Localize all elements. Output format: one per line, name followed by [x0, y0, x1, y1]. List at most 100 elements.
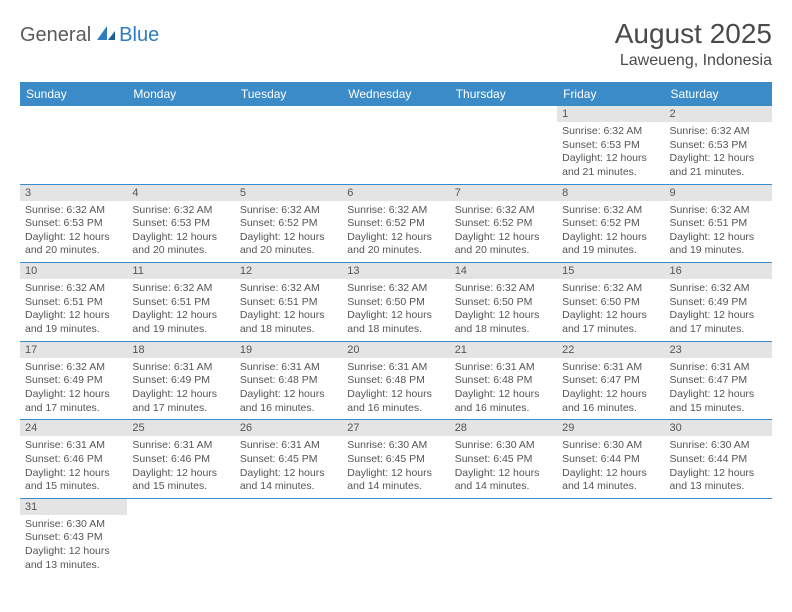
sunrise-text: Sunrise: 6:31 AM: [132, 439, 229, 453]
sunrise-text: Sunrise: 6:30 AM: [25, 518, 122, 532]
sunset-text: Sunset: 6:45 PM: [240, 453, 337, 467]
day-number: 23: [665, 342, 772, 358]
title-block: August 2025 Laweueng, Indonesia: [615, 18, 772, 70]
day-number: 13: [342, 263, 449, 279]
daylight-text: Daylight: 12 hours and 17 minutes.: [562, 309, 659, 336]
day-details: Sunrise: 6:31 AMSunset: 6:47 PMDaylight:…: [665, 358, 772, 420]
day-number: [557, 499, 664, 515]
sunset-text: Sunset: 6:51 PM: [25, 296, 122, 310]
sunset-text: Sunset: 6:49 PM: [25, 374, 122, 388]
daylight-text: Daylight: 12 hours and 17 minutes.: [670, 309, 767, 336]
calendar-day-cell: 22Sunrise: 6:31 AMSunset: 6:47 PMDayligh…: [557, 341, 664, 420]
calendar-day-cell: 2Sunrise: 6:32 AMSunset: 6:53 PMDaylight…: [665, 106, 772, 184]
calendar-day-cell: 25Sunrise: 6:31 AMSunset: 6:46 PMDayligh…: [127, 420, 234, 499]
calendar-week-row: 10Sunrise: 6:32 AMSunset: 6:51 PMDayligh…: [20, 263, 772, 342]
day-number: 1: [557, 106, 664, 122]
calendar-day-cell: 6Sunrise: 6:32 AMSunset: 6:52 PMDaylight…: [342, 184, 449, 263]
calendar-day-cell: [235, 498, 342, 576]
daylight-text: Daylight: 12 hours and 20 minutes.: [455, 231, 552, 258]
calendar-day-cell: 17Sunrise: 6:32 AMSunset: 6:49 PMDayligh…: [20, 341, 127, 420]
calendar-week-row: 31Sunrise: 6:30 AMSunset: 6:43 PMDayligh…: [20, 498, 772, 576]
day-details: Sunrise: 6:32 AMSunset: 6:50 PMDaylight:…: [342, 279, 449, 341]
calendar-day-cell: 31Sunrise: 6:30 AMSunset: 6:43 PMDayligh…: [20, 498, 127, 576]
sunrise-text: Sunrise: 6:31 AM: [240, 361, 337, 375]
day-number: [20, 106, 127, 122]
calendar-week-row: 17Sunrise: 6:32 AMSunset: 6:49 PMDayligh…: [20, 341, 772, 420]
sunrise-text: Sunrise: 6:31 AM: [562, 361, 659, 375]
calendar-day-cell: 28Sunrise: 6:30 AMSunset: 6:45 PMDayligh…: [450, 420, 557, 499]
calendar-day-cell: 29Sunrise: 6:30 AMSunset: 6:44 PMDayligh…: [557, 420, 664, 499]
daylight-text: Daylight: 12 hours and 20 minutes.: [347, 231, 444, 258]
daylight-text: Daylight: 12 hours and 14 minutes.: [347, 467, 444, 494]
day-details: Sunrise: 6:31 AMSunset: 6:45 PMDaylight:…: [235, 436, 342, 498]
daylight-text: Daylight: 12 hours and 14 minutes.: [240, 467, 337, 494]
calendar-week-row: 3Sunrise: 6:32 AMSunset: 6:53 PMDaylight…: [20, 184, 772, 263]
sunset-text: Sunset: 6:46 PM: [132, 453, 229, 467]
sunset-text: Sunset: 6:52 PM: [455, 217, 552, 231]
calendar-day-cell: 16Sunrise: 6:32 AMSunset: 6:49 PMDayligh…: [665, 263, 772, 342]
header: General Blue August 2025 Laweueng, Indon…: [20, 18, 772, 70]
day-number: 27: [342, 420, 449, 436]
sunset-text: Sunset: 6:49 PM: [132, 374, 229, 388]
daylight-text: Daylight: 12 hours and 20 minutes.: [240, 231, 337, 258]
day-number: [450, 499, 557, 515]
day-details: Sunrise: 6:32 AMSunset: 6:49 PMDaylight:…: [20, 358, 127, 420]
sunset-text: Sunset: 6:50 PM: [562, 296, 659, 310]
sunrise-text: Sunrise: 6:32 AM: [347, 282, 444, 296]
sunrise-text: Sunrise: 6:31 AM: [240, 439, 337, 453]
sunrise-text: Sunrise: 6:32 AM: [347, 204, 444, 218]
day-number: [342, 106, 449, 122]
daylight-text: Daylight: 12 hours and 13 minutes.: [670, 467, 767, 494]
day-details: Sunrise: 6:31 AMSunset: 6:48 PMDaylight:…: [235, 358, 342, 420]
sunrise-text: Sunrise: 6:30 AM: [455, 439, 552, 453]
day-number: [450, 106, 557, 122]
day-details: Sunrise: 6:32 AMSunset: 6:52 PMDaylight:…: [235, 201, 342, 263]
weekday-header: Friday: [557, 82, 664, 106]
calendar-day-cell: 15Sunrise: 6:32 AMSunset: 6:50 PMDayligh…: [557, 263, 664, 342]
logo-sail-icon: [95, 24, 117, 47]
day-number: 15: [557, 263, 664, 279]
sunset-text: Sunset: 6:48 PM: [347, 374, 444, 388]
day-number: 2: [665, 106, 772, 122]
day-number: 20: [342, 342, 449, 358]
sunset-text: Sunset: 6:47 PM: [562, 374, 659, 388]
logo-text-blue: Blue: [119, 24, 159, 47]
day-details: Sunrise: 6:32 AMSunset: 6:50 PMDaylight:…: [557, 279, 664, 341]
sunrise-text: Sunrise: 6:32 AM: [455, 282, 552, 296]
sunrise-text: Sunrise: 6:32 AM: [670, 125, 767, 139]
weekday-header: Thursday: [450, 82, 557, 106]
daylight-text: Daylight: 12 hours and 17 minutes.: [25, 388, 122, 415]
sunrise-text: Sunrise: 6:32 AM: [455, 204, 552, 218]
calendar-day-cell: 5Sunrise: 6:32 AMSunset: 6:52 PMDaylight…: [235, 184, 342, 263]
sunrise-text: Sunrise: 6:31 AM: [25, 439, 122, 453]
daylight-text: Daylight: 12 hours and 19 minutes.: [670, 231, 767, 258]
day-details: Sunrise: 6:32 AMSunset: 6:51 PMDaylight:…: [665, 201, 772, 263]
sunrise-text: Sunrise: 6:31 AM: [347, 361, 444, 375]
calendar-day-cell: 30Sunrise: 6:30 AMSunset: 6:44 PMDayligh…: [665, 420, 772, 499]
day-details: Sunrise: 6:32 AMSunset: 6:53 PMDaylight:…: [557, 122, 664, 184]
sunrise-text: Sunrise: 6:31 AM: [132, 361, 229, 375]
daylight-text: Daylight: 12 hours and 14 minutes.: [455, 467, 552, 494]
day-details: Sunrise: 6:32 AMSunset: 6:52 PMDaylight:…: [342, 201, 449, 263]
day-details: Sunrise: 6:32 AMSunset: 6:53 PMDaylight:…: [665, 122, 772, 184]
sunrise-text: Sunrise: 6:32 AM: [25, 361, 122, 375]
calendar-day-cell: [127, 498, 234, 576]
calendar-day-cell: 7Sunrise: 6:32 AMSunset: 6:52 PMDaylight…: [450, 184, 557, 263]
day-number: 6: [342, 185, 449, 201]
day-details: Sunrise: 6:31 AMSunset: 6:49 PMDaylight:…: [127, 358, 234, 420]
daylight-text: Daylight: 12 hours and 18 minutes.: [347, 309, 444, 336]
page-title: August 2025: [615, 18, 772, 50]
sunset-text: Sunset: 6:53 PM: [562, 139, 659, 153]
calendar-week-row: 24Sunrise: 6:31 AMSunset: 6:46 PMDayligh…: [20, 420, 772, 499]
day-details: Sunrise: 6:30 AMSunset: 6:43 PMDaylight:…: [20, 515, 127, 577]
calendar-day-cell: [20, 106, 127, 184]
day-number: 24: [20, 420, 127, 436]
day-number: 17: [20, 342, 127, 358]
sunrise-text: Sunrise: 6:32 AM: [562, 204, 659, 218]
day-number: 10: [20, 263, 127, 279]
sunrise-text: Sunrise: 6:32 AM: [132, 282, 229, 296]
day-number: 18: [127, 342, 234, 358]
day-details: Sunrise: 6:32 AMSunset: 6:53 PMDaylight:…: [20, 201, 127, 263]
calendar-day-cell: [665, 498, 772, 576]
day-details: Sunrise: 6:32 AMSunset: 6:51 PMDaylight:…: [127, 279, 234, 341]
